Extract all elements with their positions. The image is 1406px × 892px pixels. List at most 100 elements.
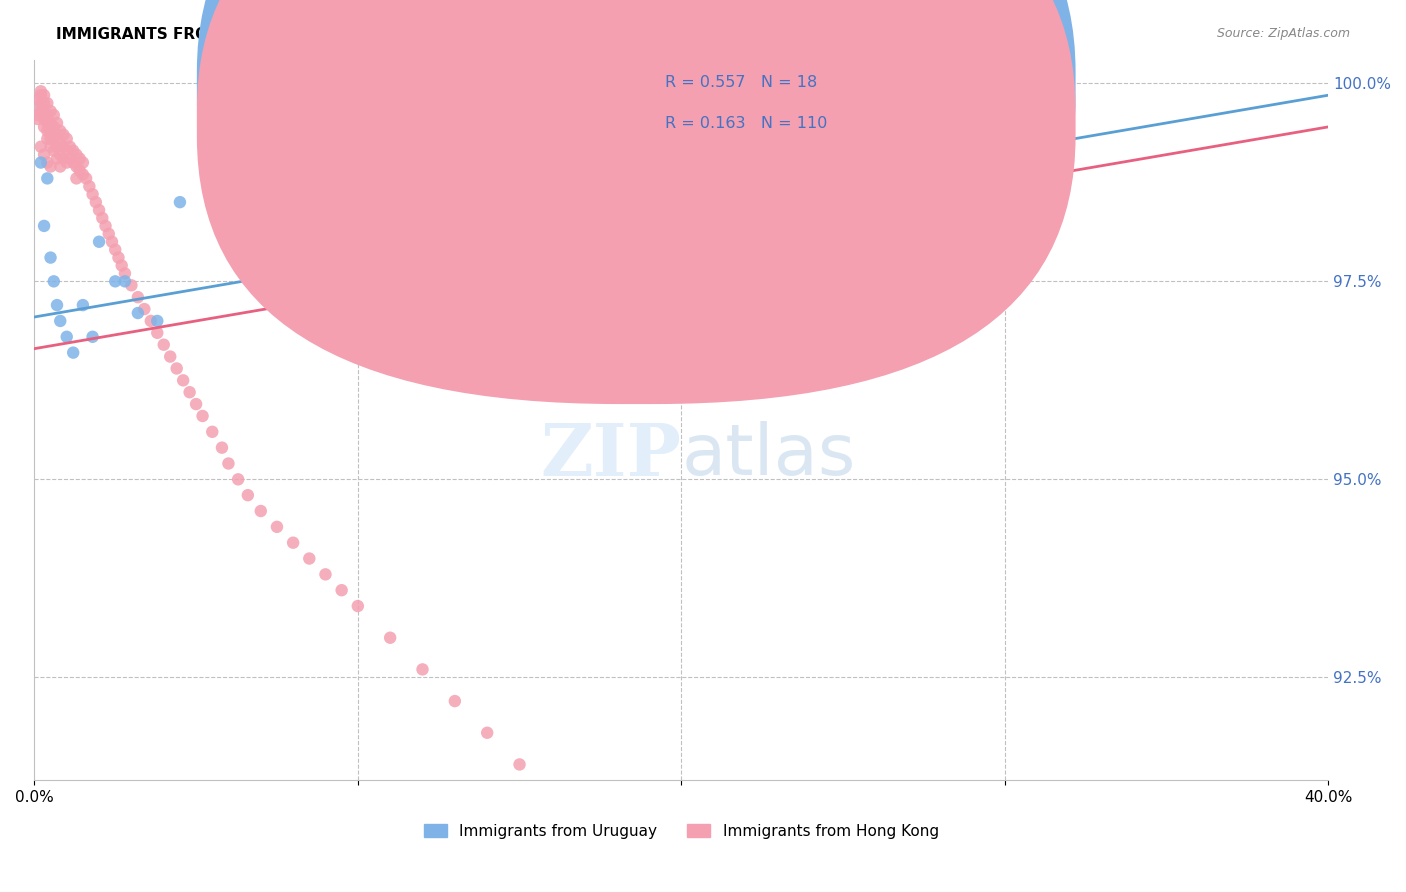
Immigrants from Hong Kong [509,757,531,772]
Immigrants from Hong Kong [46,128,69,142]
Immigrants from Hong Kong [139,314,162,328]
Immigrants from Hong Kong [477,725,499,739]
Immigrants from Hong Kong [42,132,65,146]
Immigrants from Hong Kong [266,520,288,534]
Immigrants from Hong Kong [30,88,52,103]
Immigrants from Hong Kong [191,409,214,423]
Immigrants from Hong Kong [32,108,55,122]
Immigrants from Hong Kong [346,599,368,613]
Immigrants from Hong Kong [127,290,149,304]
Immigrants from Hong Kong [87,203,110,218]
Immigrants from Uruguay [42,274,65,288]
Immigrants from Hong Kong [94,219,117,233]
Immigrants from Hong Kong [298,551,321,566]
Immigrants from Hong Kong [37,124,59,138]
Immigrants from Hong Kong [606,853,628,867]
Immigrants from Hong Kong [152,337,174,351]
Immigrants from Hong Kong [46,116,69,130]
Immigrants from Hong Kong [59,139,82,153]
Immigrants from Hong Kong [37,96,59,111]
Immigrants from Hong Kong [249,504,271,518]
Text: ZIP: ZIP [540,420,682,491]
Immigrants from Hong Kong [638,884,661,892]
Immigrants from Uruguay [82,330,104,344]
Immigrants from Uruguay [37,171,59,186]
Immigrants from Hong Kong [55,144,77,158]
Immigrants from Hong Kong [37,132,59,146]
Immigrants from Hong Kong [62,155,84,169]
Immigrants from Hong Kong [30,96,52,111]
Immigrants from Hong Kong [59,152,82,166]
Legend: Immigrants from Uruguay, Immigrants from Hong Kong: Immigrants from Uruguay, Immigrants from… [418,817,945,845]
Immigrants from Hong Kong [217,457,239,471]
Immigrants from Hong Kong [412,662,434,676]
Immigrants from Hong Kong [37,155,59,169]
Immigrants from Hong Kong [179,385,201,400]
Immigrants from Hong Kong [39,120,62,134]
Immigrants from Hong Kong [79,179,101,194]
Immigrants from Hong Kong [55,132,77,146]
Immigrants from Hong Kong [104,243,127,257]
Immigrants from Hong Kong [37,116,59,130]
Immigrants from Hong Kong [42,120,65,134]
Immigrants from Hong Kong [97,227,120,241]
Immigrants from Hong Kong [32,104,55,119]
Immigrants from Hong Kong [49,124,72,138]
Immigrants from Hong Kong [52,128,75,142]
Immigrants from Hong Kong [107,251,129,265]
Text: IMMIGRANTS FROM URUGUAY VS IMMIGRANTS FROM HONG KONG 3RD GRADE CORRELATION CHART: IMMIGRANTS FROM URUGUAY VS IMMIGRANTS FR… [56,27,915,42]
Immigrants from Hong Kong [65,171,87,186]
Immigrants from Uruguay [55,330,77,344]
Immigrants from Uruguay [127,306,149,320]
Text: atlas: atlas [682,422,856,491]
Immigrants from Hong Kong [82,187,104,202]
Immigrants from Hong Kong [39,139,62,153]
Immigrants from Hong Kong [32,120,55,134]
Immigrants from Hong Kong [49,147,72,161]
Immigrants from Uruguay [169,195,191,210]
Immigrants from Hong Kong [541,789,564,804]
Immigrants from Uruguay [146,314,169,328]
Immigrants from Hong Kong [49,160,72,174]
Immigrants from Hong Kong [69,152,91,166]
Immigrants from Uruguay [929,76,952,90]
Immigrants from Hong Kong [39,124,62,138]
Immigrants from Hong Kong [159,350,181,364]
Immigrants from Uruguay [49,314,72,328]
Immigrants from Hong Kong [46,152,69,166]
Immigrants from Hong Kong [65,160,87,174]
Immigrants from Hong Kong [226,472,249,486]
Immigrants from Hong Kong [211,441,233,455]
Text: R = 0.557   N = 18: R = 0.557 N = 18 [665,76,817,90]
Immigrants from Hong Kong [281,535,304,549]
Immigrants from Hong Kong [101,235,124,249]
Immigrants from Hong Kong [42,108,65,122]
Immigrants from Hong Kong [574,821,596,835]
Immigrants from Hong Kong [172,373,194,387]
Immigrants from Hong Kong [146,326,169,340]
Immigrants from Hong Kong [111,259,134,273]
Immigrants from Uruguay [30,155,52,169]
Immigrants from Hong Kong [72,155,94,169]
Immigrants from Uruguay [32,219,55,233]
Immigrants from Hong Kong [55,155,77,169]
Immigrants from Hong Kong [27,112,49,126]
Immigrants from Hong Kong [91,211,114,225]
Immigrants from Hong Kong [32,147,55,161]
Immigrants from Hong Kong [37,108,59,122]
Immigrants from Uruguay [46,298,69,312]
Immigrants from Hong Kong [39,116,62,130]
Immigrants from Hong Kong [314,567,336,582]
Immigrants from Hong Kong [37,112,59,126]
Immigrants from Hong Kong [32,112,55,126]
Text: Source: ZipAtlas.com: Source: ZipAtlas.com [1216,27,1350,40]
Immigrants from Hong Kong [134,301,156,316]
Immigrants from Uruguay [104,274,127,288]
Immigrants from Hong Kong [84,195,107,210]
Immigrants from Uruguay [62,345,84,359]
Immigrants from Hong Kong [75,171,97,186]
Immigrants from Hong Kong [46,128,69,142]
Immigrants from Hong Kong [39,160,62,174]
Immigrants from Hong Kong [52,152,75,166]
Immigrants from Hong Kong [72,168,94,182]
